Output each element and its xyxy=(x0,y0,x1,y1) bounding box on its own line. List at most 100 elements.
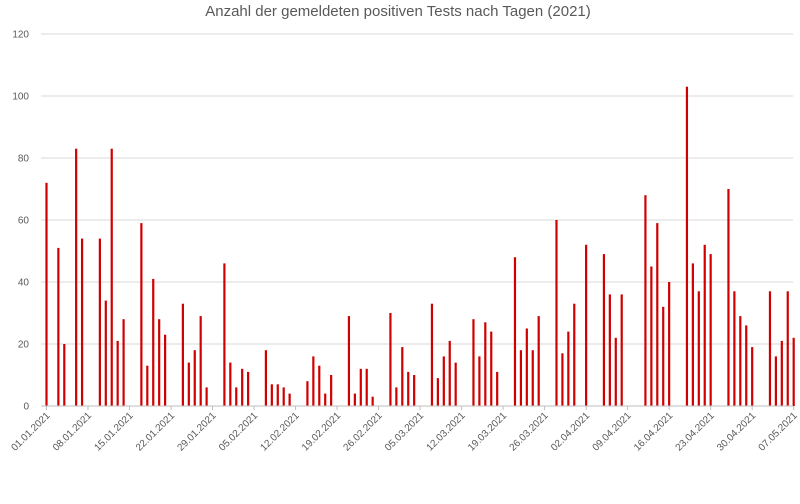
bar xyxy=(365,368,368,406)
bar xyxy=(140,223,143,406)
bar xyxy=(697,291,700,406)
bar xyxy=(330,375,333,406)
x-tick-label: 19.03.2021 xyxy=(466,410,509,453)
x-tick-label: 05.03.2021 xyxy=(383,410,426,453)
bar xyxy=(312,356,315,406)
bar xyxy=(478,356,481,406)
x-tick-label: 12.02.2021 xyxy=(259,410,302,453)
x-tick-label: 30.04.2021 xyxy=(715,410,758,453)
bar xyxy=(567,331,570,406)
bar xyxy=(472,319,475,406)
bar xyxy=(668,282,671,406)
bar xyxy=(353,393,356,406)
bar xyxy=(573,303,576,406)
bar xyxy=(264,350,268,406)
x-tick-label: 01.01.2021 xyxy=(9,410,52,453)
bars xyxy=(45,86,795,406)
bar xyxy=(490,331,493,406)
bar xyxy=(733,291,736,406)
y-tick-label: 60 xyxy=(18,216,30,227)
y-tick-label: 120 xyxy=(12,30,29,41)
x-tick-label: 22.01.2021 xyxy=(134,410,177,453)
bar xyxy=(727,189,730,406)
bar xyxy=(608,294,611,406)
x-tick-label: 12.03.2021 xyxy=(425,410,468,453)
bar xyxy=(270,384,273,406)
bar xyxy=(745,325,748,406)
bar xyxy=(614,337,617,406)
y-tick-label: 100 xyxy=(12,92,29,103)
bar xyxy=(98,238,101,406)
bar xyxy=(371,396,374,406)
bar xyxy=(780,340,783,406)
x-tick-label: 05.02.2021 xyxy=(217,410,260,453)
bar xyxy=(442,356,445,406)
bar xyxy=(45,182,48,406)
bar xyxy=(318,365,321,406)
bar xyxy=(774,356,777,406)
bar xyxy=(561,353,564,406)
bar xyxy=(620,294,623,406)
bar xyxy=(158,319,161,406)
x-tick-label: 26.03.2021 xyxy=(508,410,551,453)
bar xyxy=(146,365,149,406)
bar xyxy=(80,238,84,406)
bar xyxy=(152,278,155,406)
bar xyxy=(164,334,167,406)
x-tick-label: 07.05.2021 xyxy=(757,410,800,453)
bar xyxy=(241,368,244,406)
bar xyxy=(199,316,202,406)
y-tick-label: 80 xyxy=(18,154,30,165)
bar xyxy=(436,378,439,406)
bar xyxy=(691,263,694,406)
bar xyxy=(205,387,208,406)
bar xyxy=(181,303,184,406)
bar xyxy=(513,257,517,406)
bar xyxy=(644,195,647,406)
bar xyxy=(656,223,659,406)
bar xyxy=(703,244,706,406)
bar xyxy=(110,148,113,406)
bar xyxy=(430,303,434,406)
bar xyxy=(602,254,606,406)
bar xyxy=(739,316,742,406)
y-axis-ticks: 0 20 40 60 80 100 120 xyxy=(12,30,29,413)
bar xyxy=(75,148,78,406)
bar xyxy=(359,368,362,406)
bar xyxy=(247,371,250,406)
y-tick-label: 0 xyxy=(23,402,29,413)
x-tick-label: 26.02.2021 xyxy=(342,410,385,453)
bar xyxy=(525,328,528,406)
bar xyxy=(454,362,457,406)
x-tick-label: 02.04.2021 xyxy=(549,410,592,453)
x-tick-label: 09.04.2021 xyxy=(591,410,634,453)
bar xyxy=(650,266,653,406)
x-tick-label: 16.04.2021 xyxy=(632,410,675,453)
bar xyxy=(187,362,190,406)
bar xyxy=(413,375,416,406)
bar xyxy=(401,347,404,406)
bar xyxy=(104,300,107,406)
x-tick-label: 29.01.2021 xyxy=(175,410,218,453)
bar xyxy=(229,362,232,406)
bar xyxy=(193,350,196,406)
bar xyxy=(484,322,487,406)
bar xyxy=(531,350,534,406)
x-tick-label: 23.04.2021 xyxy=(674,410,717,453)
bar xyxy=(768,291,772,406)
y-tick-label: 40 xyxy=(18,278,30,289)
bar xyxy=(519,350,522,406)
bar xyxy=(276,384,279,406)
x-tick-label: 19.02.2021 xyxy=(300,410,343,453)
bar xyxy=(709,254,712,406)
bar xyxy=(116,340,119,406)
bar xyxy=(537,316,540,406)
bar xyxy=(585,244,588,406)
x-tick-label: 15.01.2021 xyxy=(92,410,135,453)
bar xyxy=(223,263,226,406)
bar xyxy=(448,340,451,406)
x-axis-ticks: 01.01.202108.01.202115.01.202122.01.2021… xyxy=(9,406,800,454)
bar xyxy=(395,387,398,406)
bar xyxy=(751,347,754,406)
chart-title: Anzahl der gemeldeten positiven Tests na… xyxy=(205,3,591,20)
